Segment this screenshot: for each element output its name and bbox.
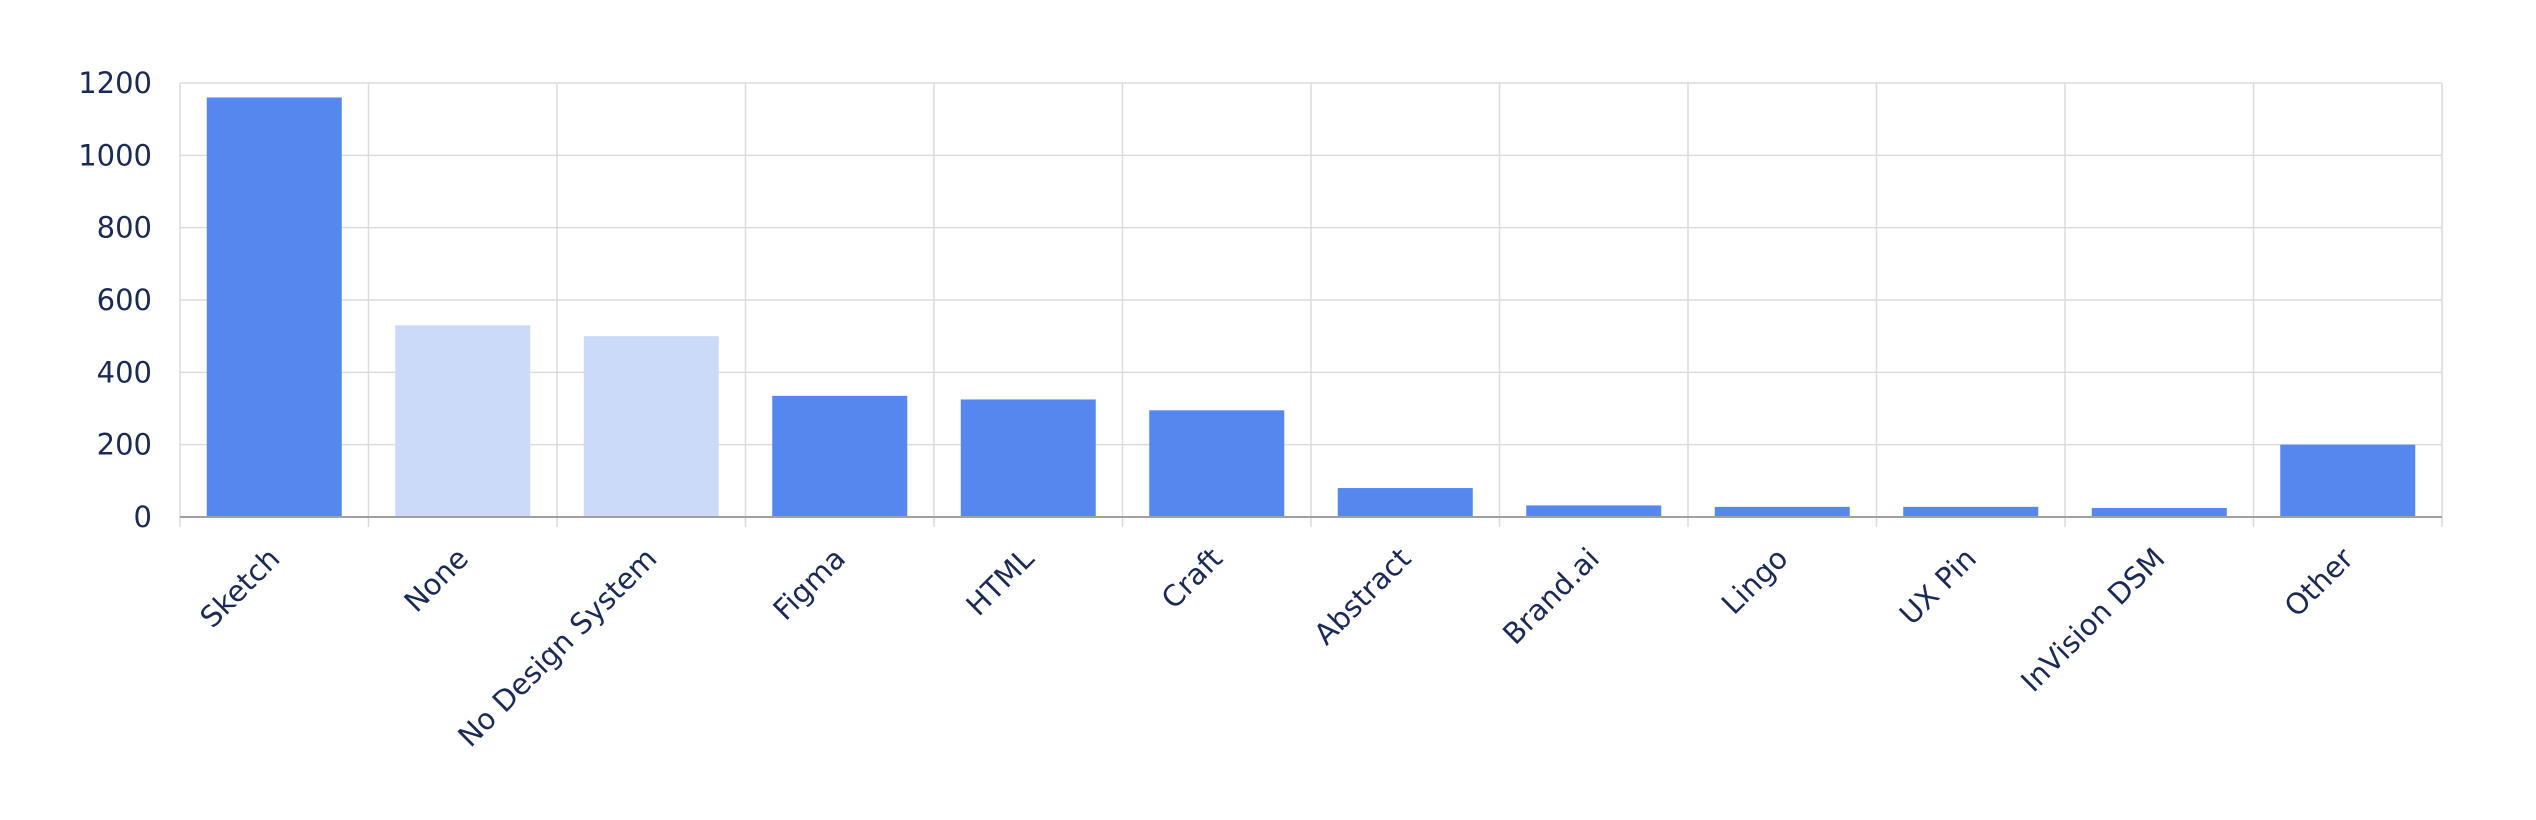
y-tick-label: 1200: [78, 66, 152, 100]
x-category-label: No Design System: [451, 541, 663, 753]
x-category-label: HTML: [959, 541, 1040, 622]
x-category-label: InVision DSM: [2014, 541, 2171, 698]
x-category-label: None: [397, 541, 475, 619]
bar-html: [960, 399, 1096, 517]
bar-none: [395, 325, 531, 517]
bar-other: [2280, 444, 2416, 517]
y-tick-label: 1000: [78, 138, 152, 172]
bar-craft: [1149, 410, 1285, 517]
y-tick-label: 600: [97, 283, 152, 317]
x-category-label: Craft: [1155, 541, 1229, 615]
x-category-label: Brand.ai: [1496, 541, 1606, 651]
bar-abstract: [1337, 488, 1473, 517]
x-category-label: Figma: [766, 541, 852, 627]
x-category-label: Other: [2278, 541, 2360, 623]
y-tick-label: 200: [97, 428, 152, 462]
bar-lingo: [1714, 506, 1850, 517]
grid-lines: [179, 82, 2443, 527]
y-tick-label: 400: [97, 355, 152, 389]
bar-figma: [772, 395, 908, 517]
bars: [206, 97, 2416, 517]
bar-no-design-system: [583, 336, 719, 517]
x-category-label: Sketch: [193, 541, 286, 634]
y-tick-label: 800: [97, 211, 152, 245]
bar-invision-dsm: [2091, 507, 2227, 517]
x-category-label: UX Pin: [1893, 541, 1983, 631]
bar-sketch: [206, 97, 342, 517]
x-category-label: Abstract: [1307, 541, 1417, 651]
y-tick-label: 0: [134, 500, 152, 534]
bar-brand-ai: [1526, 505, 1662, 517]
x-category-label: Lingo: [1715, 541, 1795, 621]
bar-ux-pin: [1903, 506, 2039, 517]
y-tick-labels: 0 200 400 600 800 1000 1200: [78, 66, 152, 534]
